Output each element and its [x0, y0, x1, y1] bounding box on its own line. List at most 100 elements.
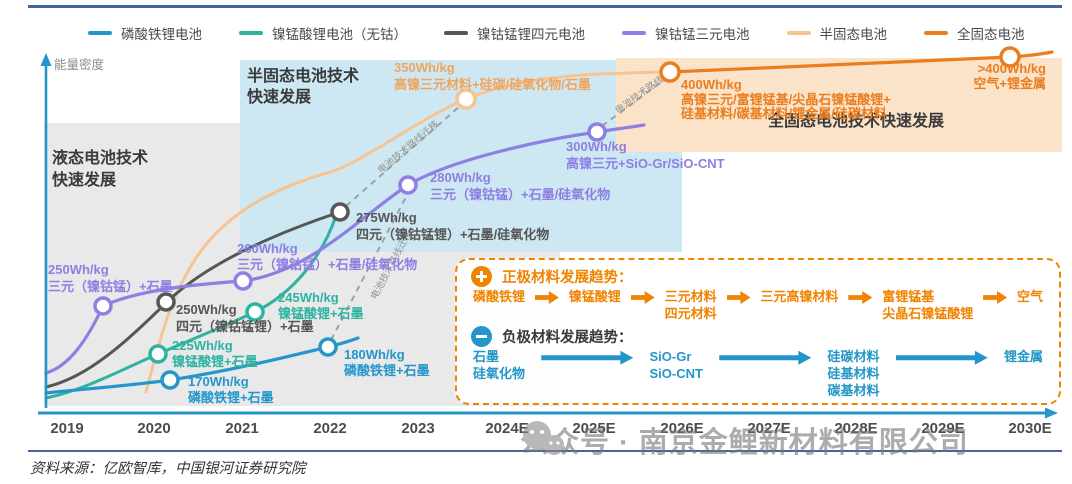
- legend-label: 全固态电池: [957, 27, 1025, 42]
- cathode-item-high-nickel: 三元高镍材料: [760, 289, 838, 306]
- legend-item-all-solid: 全固态电池: [924, 23, 1025, 43]
- right-arrow-icon: [534, 291, 559, 304]
- legend-item-quaternary: 镍钴锰锂四元电池: [444, 23, 585, 43]
- anode-item-text: 硅氧化物: [473, 365, 526, 381]
- anode-item-text: 碳基材料: [827, 382, 880, 398]
- x-tick-2026e: 2026E: [660, 420, 703, 437]
- cathode-trend-flow: 磷酸铁锂 镍锰酸锂 三元材料 四元材料 三元高镍材料 富锂锰基 尖晶石镍锰酸锂: [473, 289, 1043, 323]
- point-label-materials: 硅基材料/碳基材料/锂金属/硅碳材料: [681, 106, 887, 121]
- point-label-materials: 磷酸铁锂+石墨: [344, 363, 430, 378]
- region-title-all-solid: 全固态电池技术快速发展: [767, 111, 945, 130]
- marker-semi-solid-350: [455, 88, 477, 110]
- point-label-materials: 高镍三元/富锂锰基/尖晶石镍锰酸锂+: [681, 92, 891, 107]
- region-all-solid: [616, 58, 1062, 152]
- anode-item-sio: SiO-Gr SiO-CNT: [650, 349, 703, 383]
- series-line-lfp: [44, 336, 360, 395]
- point-label-value: 245Wh/kg: [278, 290, 339, 305]
- point-label-value: 250Wh/kg: [176, 302, 237, 317]
- marker-all-solid-400: [659, 61, 681, 83]
- cathode-item-text: 三元材料: [664, 289, 717, 304]
- cathode-item-text: 四元材料: [664, 305, 717, 321]
- series-line-lnmo: [44, 214, 338, 400]
- point-label-materials: 磷酸铁锂+石墨: [188, 390, 274, 405]
- legend-swatch-lfp: [88, 31, 112, 35]
- marker-ncm-260: [233, 271, 253, 291]
- point-label-value: 250Wh/kg: [48, 262, 109, 277]
- migration-links: [330, 79, 665, 341]
- region-title-liquid: 液态电池技术: [52, 148, 148, 167]
- legend-label: 磷酸铁锂电池: [121, 27, 202, 42]
- axes: [38, 53, 1058, 419]
- marker-ncm-280: [398, 175, 418, 195]
- x-tick-2029e: 2029E: [921, 420, 964, 437]
- x-tick-2020: 2020: [137, 420, 170, 437]
- legend-item-semi-solid: 半固态电池: [786, 23, 888, 43]
- minus-icon: [471, 325, 492, 347]
- migration-link-lfp-to-ncm: [330, 196, 407, 341]
- legend-item-lfp: 磷酸铁锂电池: [88, 23, 202, 43]
- cathode-item-text: 三元高镍材料: [760, 289, 839, 304]
- cathode-item-air: 空气: [1017, 289, 1043, 306]
- x-tick-2025e: 2025E: [572, 420, 615, 437]
- legend-item-ncm: 镍钴锰三元电池: [622, 23, 750, 43]
- point-label-materials: 四元（镍钴锰锂）+石墨: [176, 319, 314, 334]
- anode-item-text: SiO-CNT: [649, 365, 703, 381]
- cathode-trend-header: 正极材料发展趋势：: [471, 266, 1045, 287]
- x-tick-2022: 2022: [313, 420, 346, 437]
- top-divider: [28, 5, 1062, 8]
- legend-swatch-semi-solid: [786, 31, 811, 35]
- region-title-liquid-2: 快速发展: [52, 170, 117, 189]
- plus-icon: [471, 266, 492, 287]
- cathode-item-text: 磷酸铁锂: [473, 289, 526, 304]
- point-label-materials: 镍锰酸锂+石墨: [172, 354, 258, 369]
- anode-item-text: 硅基材料: [827, 365, 880, 381]
- right-arrow-icon: [726, 291, 751, 304]
- cathode-item-li-rich: 富锂锰基 尖晶石镍锰酸锂: [882, 289, 973, 323]
- migration-link-quaternary-to-semisolid: [345, 105, 461, 207]
- migration-link-ncm-to-allsolid: [601, 79, 665, 127]
- anode-item-silicon-carbon: 硅碳材料 硅基材料 碳基材料: [827, 349, 879, 400]
- x-tick-2024e: 2024E: [485, 420, 528, 437]
- point-label-value: 400Wh/kg: [681, 77, 742, 92]
- point-label-value: 300Wh/kg: [566, 139, 627, 154]
- legend-item-lnmo: 镍锰酸锂电池（无钴）: [239, 23, 407, 43]
- x-tick-2027e: 2027E: [747, 420, 790, 437]
- anode-trend-flow: 石墨 硅氧化物 SiO-Gr SiO-CNT 硅碳材料 硅基材料 碳基材料 锂金…: [473, 349, 1043, 400]
- cathode-trend-title: 正极材料发展趋势：: [502, 270, 633, 286]
- anode-item-text: 锂金属: [1003, 348, 1043, 364]
- marker-ncm-300: [587, 122, 607, 142]
- data-point-markers: [93, 46, 1021, 390]
- point-label-value: 225Wh/kg: [172, 338, 233, 353]
- point-label-materials: 四元（镍钴锰锂）+石墨/硅氧化物: [356, 227, 549, 242]
- legend-label: 镍钴锰锂四元电池: [477, 27, 585, 42]
- cathode-item-lfp: 磷酸铁锂: [473, 289, 525, 306]
- cathode-item-text: 镍锰酸锂: [568, 289, 621, 304]
- right-arrow-icon: [895, 350, 988, 365]
- cathode-item-text: 尖晶石镍锰酸锂: [882, 305, 974, 321]
- legend-swatch-lnmo: [239, 31, 263, 35]
- x-tick-2021: 2021: [225, 420, 258, 437]
- marker-lfp-170: [160, 370, 180, 390]
- x-tick-2019: 2019: [50, 420, 83, 437]
- legend-label: 半固态电池: [819, 27, 888, 42]
- cathode-item-text: 空气: [1016, 289, 1043, 304]
- right-arrow-icon: [848, 291, 873, 304]
- marker-ncm-250: [93, 296, 113, 316]
- series-line-semi-solid: [144, 70, 672, 394]
- anode-item-text: SiO-Gr: [649, 348, 692, 364]
- right-arrow-icon: [719, 350, 812, 365]
- legend-label: 镍锰酸锂电池（无钴）: [272, 27, 407, 42]
- anode-item-li-metal: 锂金属: [1004, 349, 1043, 366]
- point-label-materials: 三元（镍钴锰）+石墨/硅氧化物: [237, 257, 417, 272]
- y-axis-arrowhead: [40, 53, 52, 66]
- legend-swatch-quaternary: [444, 31, 468, 35]
- series-line-all-solid: [668, 50, 1054, 74]
- chart-legend: 磷酸铁锂电池 镍锰酸锂电池（无钴） 镍钴锰锂四元电池 镍钴锰三元电池 半固态电池…: [88, 23, 1025, 43]
- point-label-materials: 镍锰酸锂+石墨: [278, 306, 364, 321]
- point-label-value: 350Wh/kg: [394, 60, 455, 75]
- point-label-value: 180Wh/kg: [344, 347, 405, 362]
- marker-all-solid-400plus: [999, 46, 1021, 68]
- cathode-item-lnmo: 镍锰酸锂: [569, 289, 621, 306]
- marker-quaternary-250: [156, 292, 176, 312]
